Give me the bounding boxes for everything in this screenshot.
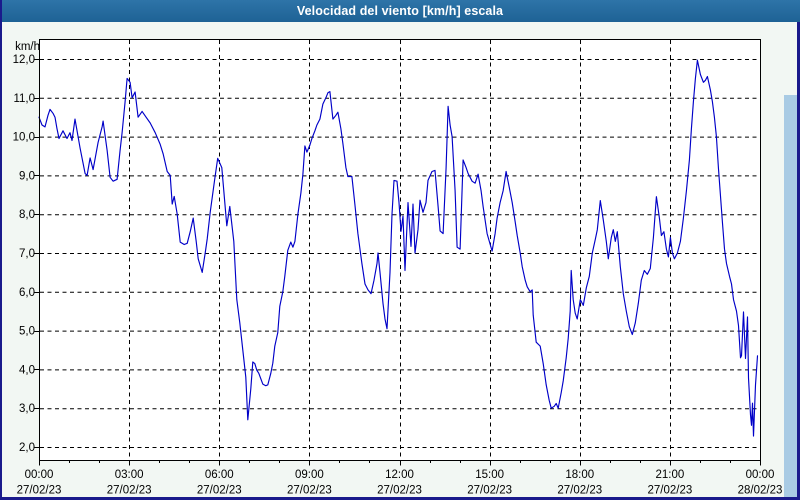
x-axis-date-label: 27/02/23 (197, 485, 242, 497)
y-axis-label: 3,0 (19, 403, 35, 415)
x-axis-date-label: 27/02/23 (287, 485, 332, 497)
y-axis-label: 2,0 (19, 442, 35, 454)
wind-speed-line (38, 59, 759, 437)
x-axis-time-label: 15:00 (475, 469, 504, 481)
x-axis-date-label: 28/02/23 (738, 485, 783, 497)
x-axis-time-label: 18:00 (565, 469, 594, 481)
window-titlebar: Velocidad del viento [km/h] escala (0, 0, 800, 22)
right-gutter-strip (784, 95, 797, 497)
x-axis-date-label: 27/02/23 (647, 485, 692, 497)
x-axis-time-label: 06:00 (205, 469, 234, 481)
x-axis-time-label: 03:00 (115, 469, 144, 481)
x-axis-time-label: 00:00 (746, 469, 775, 481)
y-axis-label: 5,0 (19, 326, 35, 338)
y-axis-label: 8,0 (19, 209, 35, 221)
y-axis-label: 4,0 (19, 364, 35, 376)
y-axis-unit-label: km/h (15, 41, 40, 53)
y-axis-label: 6,0 (19, 287, 35, 299)
window-frame-right (797, 22, 800, 500)
axis-labels-group: km/h 12,0 11,0 10,0 9,0 8,0 7,0 6,0 5,0 4,0 3,0 2,… (13, 41, 783, 497)
x-axis-time-label: 00:00 (25, 469, 54, 481)
y-axis-label: 10,0 (13, 132, 35, 144)
window-frame-left (0, 0, 2, 500)
y-axis-label: 9,0 (19, 170, 35, 182)
gridlines-group (40, 40, 759, 459)
x-axis-date-label: 27/02/23 (107, 485, 152, 497)
x-axis-time-label: 09:00 (295, 469, 324, 481)
x-axis-time-label: 12:00 (385, 469, 414, 481)
x-axis-time-label: 21:00 (655, 469, 684, 481)
y-axis-label: 11,0 (13, 93, 35, 105)
axis-ticks-group (34, 59, 761, 466)
series-group (38, 59, 759, 437)
x-axis-date-label: 27/02/23 (467, 485, 512, 497)
y-axis-label: 12,0 (13, 54, 35, 66)
x-axis-date-label: 27/02/23 (557, 485, 602, 497)
x-axis-date-label: 27/02/23 (377, 485, 422, 497)
y-axis-label: 7,0 (19, 248, 35, 260)
window-title: Velocidad del viento [km/h] escala (296, 4, 504, 18)
window-frame-bottom (0, 497, 800, 500)
x-axis-date-label: 27/02/23 (17, 485, 62, 497)
